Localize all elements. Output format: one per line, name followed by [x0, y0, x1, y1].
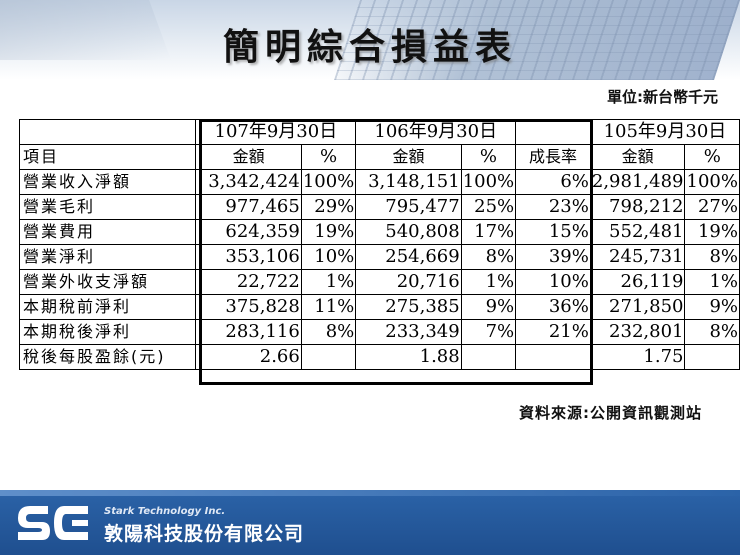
pct-106: 9%: [460, 294, 517, 320]
pct-107: 1%: [300, 269, 357, 295]
pct-107: [300, 344, 357, 370]
growth-rate: 23%: [515, 194, 591, 220]
pct-107: 10%: [300, 244, 357, 270]
amount-105: 552,481: [589, 219, 686, 245]
pct-106: 7%: [460, 319, 517, 345]
pct-106: 17%: [460, 219, 517, 245]
amount-106: 233,349: [355, 319, 462, 345]
pct-105: 1%: [684, 269, 740, 295]
amount-107: 3,342,424: [195, 169, 302, 195]
table-row: 營業毛利 977,465 29% 795,477 25% 23% 798,212 27%: [18, 194, 740, 220]
pct-107: 19%: [300, 219, 357, 245]
amount-107: 2.66: [195, 344, 302, 370]
growth-rate: [515, 344, 591, 370]
amount-107: 283,116: [195, 319, 302, 345]
row-label: 營業費用: [18, 219, 197, 245]
amount-header-106: 金額: [355, 144, 462, 170]
amount-106: 20,716: [355, 269, 462, 295]
amount-105: 245,731: [589, 244, 686, 270]
amount-header-105: 金額: [589, 144, 686, 170]
amount-106: 795,477: [355, 194, 462, 220]
pct-header-106: %: [460, 144, 517, 170]
pct-106: [460, 344, 517, 370]
amount-107: 624,359: [195, 219, 302, 245]
amount-107: 977,465: [195, 194, 302, 220]
pct-105: 100%: [684, 169, 740, 195]
table-row: 本期稅後淨利 283,116 8% 233,349 7% 21% 232,801 8%: [18, 319, 740, 345]
pct-106: 8%: [460, 244, 517, 270]
amount-105: 232,801: [589, 319, 686, 345]
growth-header: 成長率: [515, 144, 591, 170]
pct-105: 27%: [684, 194, 740, 220]
unit-note: 單位:新台幣千元: [607, 88, 718, 106]
amount-105: 798,212: [589, 194, 686, 220]
amount-107: 375,828: [195, 294, 302, 320]
source-note: 資料來源:公開資訊觀測站: [519, 404, 702, 422]
pct-105: 8%: [684, 319, 740, 345]
amount-105: 1.75: [589, 344, 686, 370]
row-label: 稅後每股盈餘(元): [18, 344, 197, 370]
amount-106: 275,385: [355, 294, 462, 320]
company-name-en: Stark Technology Inc.: [104, 506, 226, 517]
pct-header-107: %: [300, 144, 357, 170]
period-header-106: 106年9月30日: [355, 119, 517, 145]
row-label: 本期稅前淨利: [18, 294, 197, 320]
growth-header-blank: [515, 119, 591, 145]
table-row: 營業外收支淨額 22,722 1% 20,716 1% 10% 26,119 1%: [18, 269, 740, 295]
period-header-107: 107年9月30日: [195, 119, 357, 145]
column-header-row: 項目 金額 % 金額 % 成長率 金額 %: [18, 144, 740, 170]
row-label: 營業外收支淨額: [18, 269, 197, 295]
row-label: 營業毛利: [18, 194, 197, 220]
table-row: 營業收入淨額 3,342,424 100% 3,148,151 100% 6% 2,981,…: [18, 169, 740, 195]
footer-bar: Stark Technology Inc. 敦陽科技股份有限公司: [0, 490, 740, 555]
amount-107: 22,722: [195, 269, 302, 295]
amount-106: 3,148,151: [355, 169, 462, 195]
growth-rate: 21%: [515, 319, 591, 345]
corner-cell: [18, 119, 197, 145]
period-header-105: 105年9月30日: [589, 119, 740, 145]
table-row: 營業費用 624,359 19% 540,808 17% 15% 552,481 19%: [18, 219, 740, 245]
row-label: 營業淨利: [18, 244, 197, 270]
amount-106: 540,808: [355, 219, 462, 245]
growth-rate: 15%: [515, 219, 591, 245]
period-header-row: 107年9月30日 106年9月30日 105年9月30日: [18, 119, 740, 145]
amount-105: 26,119: [589, 269, 686, 295]
pct-107: 11%: [300, 294, 357, 320]
pct-106: 25%: [460, 194, 517, 220]
amount-105: 271,850: [589, 294, 686, 320]
table-row: 營業淨利 353,106 10% 254,669 8% 39% 245,731 8%: [18, 244, 740, 270]
footer-stripe: [0, 490, 740, 496]
header-backdrop: [0, 0, 740, 80]
pct-106: 1%: [460, 269, 517, 295]
pct-106: 100%: [460, 169, 517, 195]
growth-rate: 36%: [515, 294, 591, 320]
amount-106: 1.88: [355, 344, 462, 370]
pct-107: 8%: [300, 319, 357, 345]
pct-105: 8%: [684, 244, 740, 270]
pct-105: 9%: [684, 294, 740, 320]
pct-105: [684, 344, 740, 370]
pct-107: 100%: [300, 169, 357, 195]
income-statement-table: 107年9月30日 106年9月30日 105年9月30日 項目 金額 % 金額…: [18, 119, 740, 370]
slide-title: 簡明綜合損益表: [222, 27, 517, 68]
growth-rate: 39%: [515, 244, 591, 270]
row-label: 本期稅後淨利: [18, 319, 197, 345]
pct-107: 29%: [300, 194, 357, 220]
income-statement-table-wrap: 107年9月30日 106年9月30日 105年9月30日 項目 金額 % 金額…: [18, 119, 740, 385]
growth-rate: 10%: [515, 269, 591, 295]
amount-105: 2,981,489: [589, 169, 686, 195]
company-name-zh: 敦陽科技股份有限公司: [104, 523, 305, 545]
row-label: 營業收入淨額: [18, 169, 197, 195]
table-row: 稅後每股盈餘(元) 2.66 1.88 1.75: [18, 344, 740, 370]
pct-105: 19%: [684, 219, 740, 245]
pct-header-105: %: [684, 144, 740, 170]
amount-107: 353,106: [195, 244, 302, 270]
table-row: 本期稅前淨利 375,828 11% 275,385 9% 36% 271,850 9%: [18, 294, 740, 320]
company-logo: [18, 506, 88, 540]
growth-rate: 6%: [515, 169, 591, 195]
amount-106: 254,669: [355, 244, 462, 270]
item-header: 項目: [18, 144, 197, 170]
amount-header-107: 金額: [195, 144, 302, 170]
